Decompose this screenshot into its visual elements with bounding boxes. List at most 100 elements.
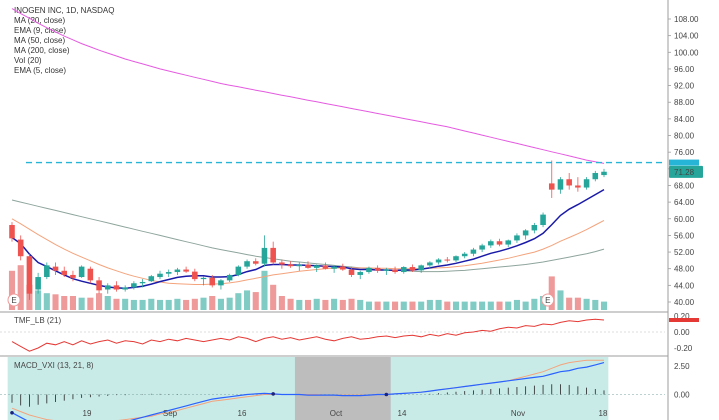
candle-body [496, 241, 503, 245]
indicator-label-vol: Vol (20) [14, 56, 42, 65]
candle-body [444, 259, 451, 261]
candle-body [26, 256, 33, 294]
price-tick-label: 100.00 [674, 48, 699, 57]
price-tick-label: 84.00 [674, 115, 695, 124]
volume-bar [365, 301, 372, 310]
tmf-pane [0, 318, 665, 352]
volume-bar [583, 298, 590, 310]
volume-bar [409, 301, 416, 310]
volume-bar [548, 276, 555, 310]
indicator-label-ema9: EMA (9, close) [14, 26, 67, 35]
price-tick-label: 88.00 [674, 98, 695, 107]
candle-body [409, 267, 416, 271]
candle-body [157, 273, 163, 278]
volume-bar [505, 301, 512, 310]
volume-bar [357, 299, 364, 310]
pane-labels: TMF_LB (21) MACD_VXI (13, 21, 8) [14, 316, 94, 370]
candle-body [418, 265, 424, 271]
earnings-marker-2-label: E [545, 296, 550, 305]
volume-bar [69, 296, 76, 310]
earnings-marker-1-label: E [11, 296, 16, 305]
candle-body [44, 265, 50, 278]
volume-bar [96, 293, 103, 310]
date-tick-label: 16 [238, 409, 247, 418]
volume-bar [139, 299, 146, 310]
tmf-last-tag [669, 318, 699, 322]
volume-bar [452, 301, 460, 310]
macd-cross-marker [271, 392, 275, 396]
macd-pane [0, 357, 665, 420]
volume-bar [17, 265, 24, 310]
volume-bar [52, 294, 59, 310]
candle-body [400, 267, 407, 273]
volume-bar [304, 299, 312, 310]
volume-bar [261, 270, 268, 310]
indicator-label-ma200: MA (200, close) [14, 46, 70, 55]
volume-bar [461, 301, 468, 310]
candlesticks [9, 160, 607, 300]
volume-bar [200, 297, 207, 310]
last-price-tag [669, 165, 703, 178]
candle-body [9, 225, 15, 239]
volume-bar [35, 290, 42, 310]
volume-bar [600, 301, 608, 310]
macd-neutral-zone [294, 357, 391, 420]
date-tick-label: 18 [599, 409, 608, 418]
volume-bar [313, 298, 320, 310]
date-tick-label: 19 [83, 409, 92, 418]
macd-tick-label: 2.50 [674, 362, 690, 371]
volume-bar [148, 298, 155, 310]
candle-body [374, 267, 381, 271]
candle-body [192, 271, 198, 280]
candle-body [461, 253, 468, 257]
volume-bar [487, 301, 494, 310]
indicator-label-ema5: EMA (5, close) [14, 66, 67, 75]
candle-body [122, 287, 128, 290]
volume-bar [183, 299, 190, 310]
macd-cross-marker [10, 410, 14, 415]
candle-body [566, 179, 572, 186]
price-tick-label: 96.00 [674, 65, 695, 74]
price-tick-label: 108.00 [674, 15, 699, 24]
grid-lines [0, 0, 669, 420]
tmf-indicator-label: TMF_LB (21) [14, 316, 61, 325]
candle-body [531, 225, 538, 231]
candle-body [392, 269, 398, 273]
volume-bar [348, 298, 355, 310]
date-tick-label: Sep [163, 409, 178, 418]
candle-body [435, 259, 442, 263]
moving-average-lines [11, 8, 664, 290]
volume-bar [191, 298, 198, 310]
volume-bar [235, 293, 242, 310]
price-tick-label: 64.00 [674, 198, 695, 207]
candle-body [479, 245, 485, 250]
axes: 40.00 44.00 48.00 52.00 56.00 60.00 64.00 68.00… [83, 15, 703, 420]
volume-bar [592, 299, 599, 310]
candle-body [218, 280, 224, 286]
candle-body [557, 179, 564, 190]
candle-body [96, 280, 102, 291]
price-tick-label: 40.00 [674, 298, 695, 307]
price-tick-label: 76.00 [674, 148, 695, 157]
candle-body [583, 179, 590, 188]
price-tick-label: 52.00 [674, 248, 695, 257]
ma20-line [11, 218, 605, 285]
candle-body [470, 249, 477, 254]
volume-bar [43, 293, 50, 310]
candle-body [540, 214, 546, 226]
candle-body [279, 262, 285, 265]
candle-body [131, 283, 137, 288]
candle-body [313, 265, 320, 268]
volume-bar [278, 296, 285, 310]
candle-body [35, 277, 41, 290]
macd-tick-label: 0.00 [674, 391, 690, 400]
price-tick-label: 44.00 [674, 281, 695, 290]
candle-body [17, 239, 24, 257]
candle-body [148, 276, 155, 282]
candle-body [348, 269, 355, 275]
candle-body [270, 247, 276, 263]
volume-bar [566, 297, 573, 310]
price-tick-label: 56.00 [674, 231, 695, 240]
candle-body [322, 265, 329, 269]
